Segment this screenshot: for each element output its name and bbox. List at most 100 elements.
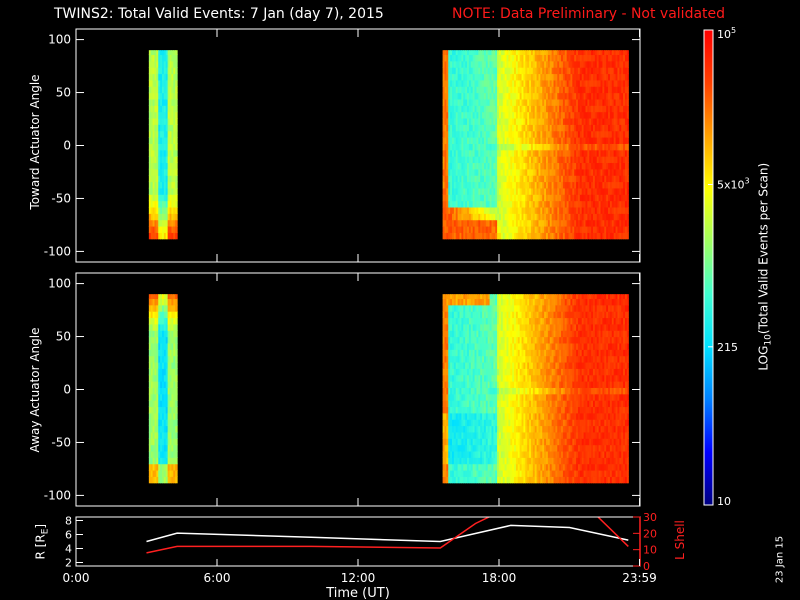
toward-cell [532,137,536,144]
toward-cell [450,225,453,233]
away-cell [482,355,485,363]
away-cell [487,469,491,477]
toward-cell [491,232,494,240]
toward-cell [512,225,515,233]
toward-cell [559,168,562,176]
toward-cell [480,149,483,157]
away-cell [476,476,479,484]
away-cell [506,463,509,471]
toward-cell [500,137,504,144]
away-cell [152,450,156,458]
toward-cell [467,194,470,202]
toward-cell [566,137,570,144]
away-cell [154,463,157,471]
away-cell [158,419,161,427]
toward-cell [453,86,457,94]
toward-cell [613,79,617,87]
toward-cell [527,149,530,157]
toward-cell [472,143,476,151]
away-cell [154,349,157,357]
away-cell [446,349,449,357]
toward-cell [156,79,159,87]
away-cell [472,393,476,401]
away-cell [506,323,509,331]
away-cell [485,374,489,382]
away-cell [148,355,152,363]
away-cell [487,317,491,325]
toward-cell [491,54,494,62]
away-cell [508,476,511,484]
toward-cell [515,156,519,164]
toward-cell [525,79,528,87]
toward-cell [546,130,549,138]
toward-cell [461,54,464,62]
toward-cell [615,124,619,132]
toward-cell [555,92,558,100]
toward-cell [546,50,549,56]
away-cell [476,355,479,363]
toward-cell [538,60,541,68]
away-cell [500,349,504,357]
toward-cell [480,187,483,195]
toward-cell [577,156,581,164]
toward-cell [158,117,161,125]
toward-cell [544,162,547,170]
toward-cell [624,105,628,113]
toward-cell [154,111,157,119]
toward-cell [515,175,519,183]
away-cell [463,419,466,427]
toward-cell [504,187,508,195]
toward-cell [574,73,577,81]
toward-cell [474,206,478,214]
away-cell [442,412,446,420]
toward-cell [568,225,572,233]
toward-cell [489,54,493,62]
toward-cell [574,111,577,119]
toward-cell [497,143,500,151]
away-cell [480,355,483,363]
away-cell [448,438,451,446]
away-cell [450,419,453,427]
toward-cell [465,168,468,176]
away-cell [455,355,459,363]
away-cell [167,298,171,306]
away-cell [474,374,478,382]
toward-cell [171,206,174,214]
away-cell [452,294,455,300]
toward-cell [570,67,573,75]
toward-cell [527,213,530,221]
toward-cell [173,168,176,176]
toward-cell [162,92,165,100]
toward-cell [546,149,549,157]
toward-cell [600,124,603,132]
toward-cell [587,130,590,138]
toward-cell [529,187,532,195]
toward-cell [482,187,485,195]
toward-cell [468,50,472,56]
toward-cell [591,73,594,81]
toward-cell [613,143,617,151]
toward-cell [529,92,532,100]
toward-cell [154,98,157,106]
toward-cell [504,105,508,113]
toward-cell [173,156,176,164]
away-cell [476,298,479,306]
toward-cell [497,181,500,189]
toward-cell [450,232,453,240]
toward-cell [171,225,174,233]
away-cell [442,323,446,331]
toward-cell [602,111,605,119]
toward-cell [493,60,496,68]
away-cell [504,425,508,433]
away-cell [508,393,511,401]
away-cell [163,463,167,471]
toward-cell [160,117,163,125]
away-cell [495,342,498,350]
toward-cell [499,137,502,144]
away-cell [482,425,485,433]
toward-cell [463,219,466,227]
away-cell [150,368,154,376]
away-cell [167,381,171,388]
toward-cell [555,187,558,195]
toward-cell [510,225,513,233]
